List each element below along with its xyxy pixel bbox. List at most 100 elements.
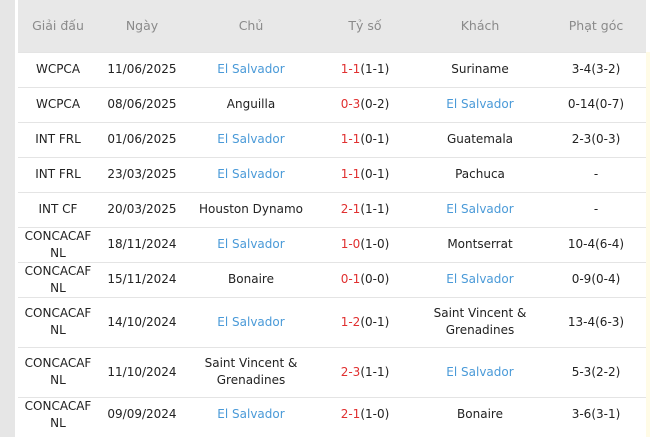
half-time-score: (1-1) [360,202,390,216]
league-cell: WCPCA [18,86,98,122]
full-time-score: 1-2 [340,314,361,329]
date-cell: 20/03/2025 [98,191,186,227]
corners-cell: 3-6(3-1) [546,396,646,432]
full-time-score: 1-0 [340,237,361,251]
full-time-score: 2-1 [340,407,361,422]
score-cell: 2-1(1-1) [316,191,414,227]
score-cell: 1-0(1-0) [316,226,414,262]
away-team[interactable]: Guatemala [414,121,546,157]
half-time-score: (1-0) [360,237,390,251]
table-row[interactable]: INT CF 20/03/2025 Houston Dynamo 2-1(1-1) El… [18,191,646,227]
header-score: Tỷ số [316,0,414,52]
score-cell: 1-1(1-1) [316,51,414,87]
date-cell: 11/06/2025 [98,51,186,87]
date-cell: 08/06/2025 [98,86,186,122]
corners-cell: 0-14(0-7) [546,86,646,122]
date-cell: 01/06/2025 [98,121,186,157]
corners-cell: - [546,156,646,192]
right-edge [646,52,650,437]
date-cell: 18/11/2024 [98,226,186,262]
table-row[interactable]: CONCACAF NL 11/10/2024 Saint Vincent & Gre… [18,346,646,397]
home-team[interactable]: Bonaire [186,261,316,297]
table-row[interactable]: WCPCA 11/06/2025 El Salvador 1-1(1-1) Surina… [18,51,646,87]
date-cell: 14/10/2024 [98,296,186,347]
full-time-score: 0-1 [340,272,361,286]
league-cell: CONCACAF NL [18,261,98,297]
corners-cell: 2-3(0-3) [546,121,646,157]
half-time-score: (0-1) [360,167,390,181]
full-time-score: 1-1 [340,62,361,76]
score-cell: 1-1(0-1) [316,121,414,157]
header-date: Ngày [98,0,186,52]
league-cell: INT CF [18,191,98,227]
away-team[interactable]: El Salvador [414,346,546,397]
away-team[interactable]: Montserrat [414,226,546,262]
home-team[interactable]: El Salvador [186,51,316,87]
league-cell: CONCACAF NL [18,296,98,347]
half-time-score: (1-1) [360,364,390,379]
league-cell: INT FRL [18,156,98,192]
table-row[interactable]: INT FRL 23/03/2025 El Salvador 1-1(0-1) Pach… [18,156,646,192]
home-team[interactable]: Houston Dynamo [186,191,316,227]
score-cell: 0-1(0-0) [316,261,414,297]
table-row[interactable]: CONCACAF NL 18/11/2024 El Salvador 1-0(1-0)… [18,226,646,262]
header-corners: Phạt góc [546,0,646,52]
corners-cell: 3-4(3-2) [546,51,646,87]
home-team[interactable]: El Salvador [186,121,316,157]
home-team[interactable]: El Salvador [186,156,316,192]
league-cell: INT FRL [18,121,98,157]
score-cell: 1-2(0-1) [316,296,414,347]
score-cell: 0-3(0-2) [316,86,414,122]
date-cell: 11/10/2024 [98,346,186,397]
date-cell: 15/11/2024 [98,261,186,297]
away-team[interactable]: Pachuca [414,156,546,192]
corners-cell: - [546,191,646,227]
home-team[interactable]: Anguilla [186,86,316,122]
half-time-score: (0-0) [360,272,390,286]
table-row[interactable]: INT FRL 01/06/2025 El Salvador 1-1(0-1) Guat… [18,121,646,157]
home-team[interactable]: El Salvador [186,226,316,262]
away-team[interactable]: El Salvador [414,191,546,227]
home-team[interactable]: El Salvador [186,396,316,432]
away-team[interactable]: Bonaire [414,396,546,432]
score-cell: 2-1(1-0) [316,396,414,432]
half-time-score: (0-1) [360,314,390,329]
table-header: Giải đấu Ngày Chủ Tỷ số Khách Phạt góc [18,0,646,52]
full-time-score: 0-3 [340,97,361,111]
full-time-score: 1-1 [340,132,361,146]
header-league: Giải đấu [18,0,98,52]
league-cell: WCPCA [18,51,98,87]
away-team[interactable]: Saint Vincent & Grenadines [414,296,546,347]
corners-cell: 13-4(6-3) [546,296,646,347]
league-cell: CONCACAF NL [18,226,98,262]
away-team[interactable]: El Salvador [414,86,546,122]
score-cell: 2-3(1-1) [316,346,414,397]
home-team[interactable]: El Salvador [186,296,316,347]
table-row[interactable]: CONCACAF NL 15/11/2024 Bonaire 0-1(0-0) El S… [18,261,646,297]
table-row[interactable]: CONCACAF NL 09/09/2024 El Salvador 2-1(1-0)… [18,396,646,432]
corners-cell: 10-4(6-4) [546,226,646,262]
left-gutter [0,0,15,437]
full-time-score: 1-1 [340,167,361,181]
corners-cell: 5-3(2-2) [546,346,646,397]
full-time-score: 2-1 [340,202,361,216]
home-team[interactable]: Saint Vincent & Grenadines [186,346,316,397]
corners-cell: 0-9(0-4) [546,261,646,297]
date-cell: 09/09/2024 [98,396,186,432]
half-time-score: (0-2) [360,97,390,111]
away-team[interactable]: El Salvador [414,261,546,297]
match-history-table: Giải đấu Ngày Chủ Tỷ số Khách Phạt góc W… [18,0,646,432]
table-row[interactable]: WCPCA 08/06/2025 Anguilla 0-3(0-2) El Salvad… [18,86,646,122]
table-row[interactable]: CONCACAF NL 14/10/2024 El Salvador 1-2(0-1)… [18,296,646,347]
half-time-score: (0-1) [360,132,390,146]
header-home: Chủ [186,0,316,52]
league-cell: CONCACAF NL [18,396,98,432]
half-time-score: (1-0) [360,407,390,422]
header-away: Khách [414,0,546,52]
date-cell: 23/03/2025 [98,156,186,192]
league-cell: CONCACAF NL [18,346,98,397]
score-cell: 1-1(0-1) [316,156,414,192]
half-time-score: (1-1) [360,62,390,76]
full-time-score: 2-3 [340,364,361,379]
away-team[interactable]: Suriname [414,51,546,87]
